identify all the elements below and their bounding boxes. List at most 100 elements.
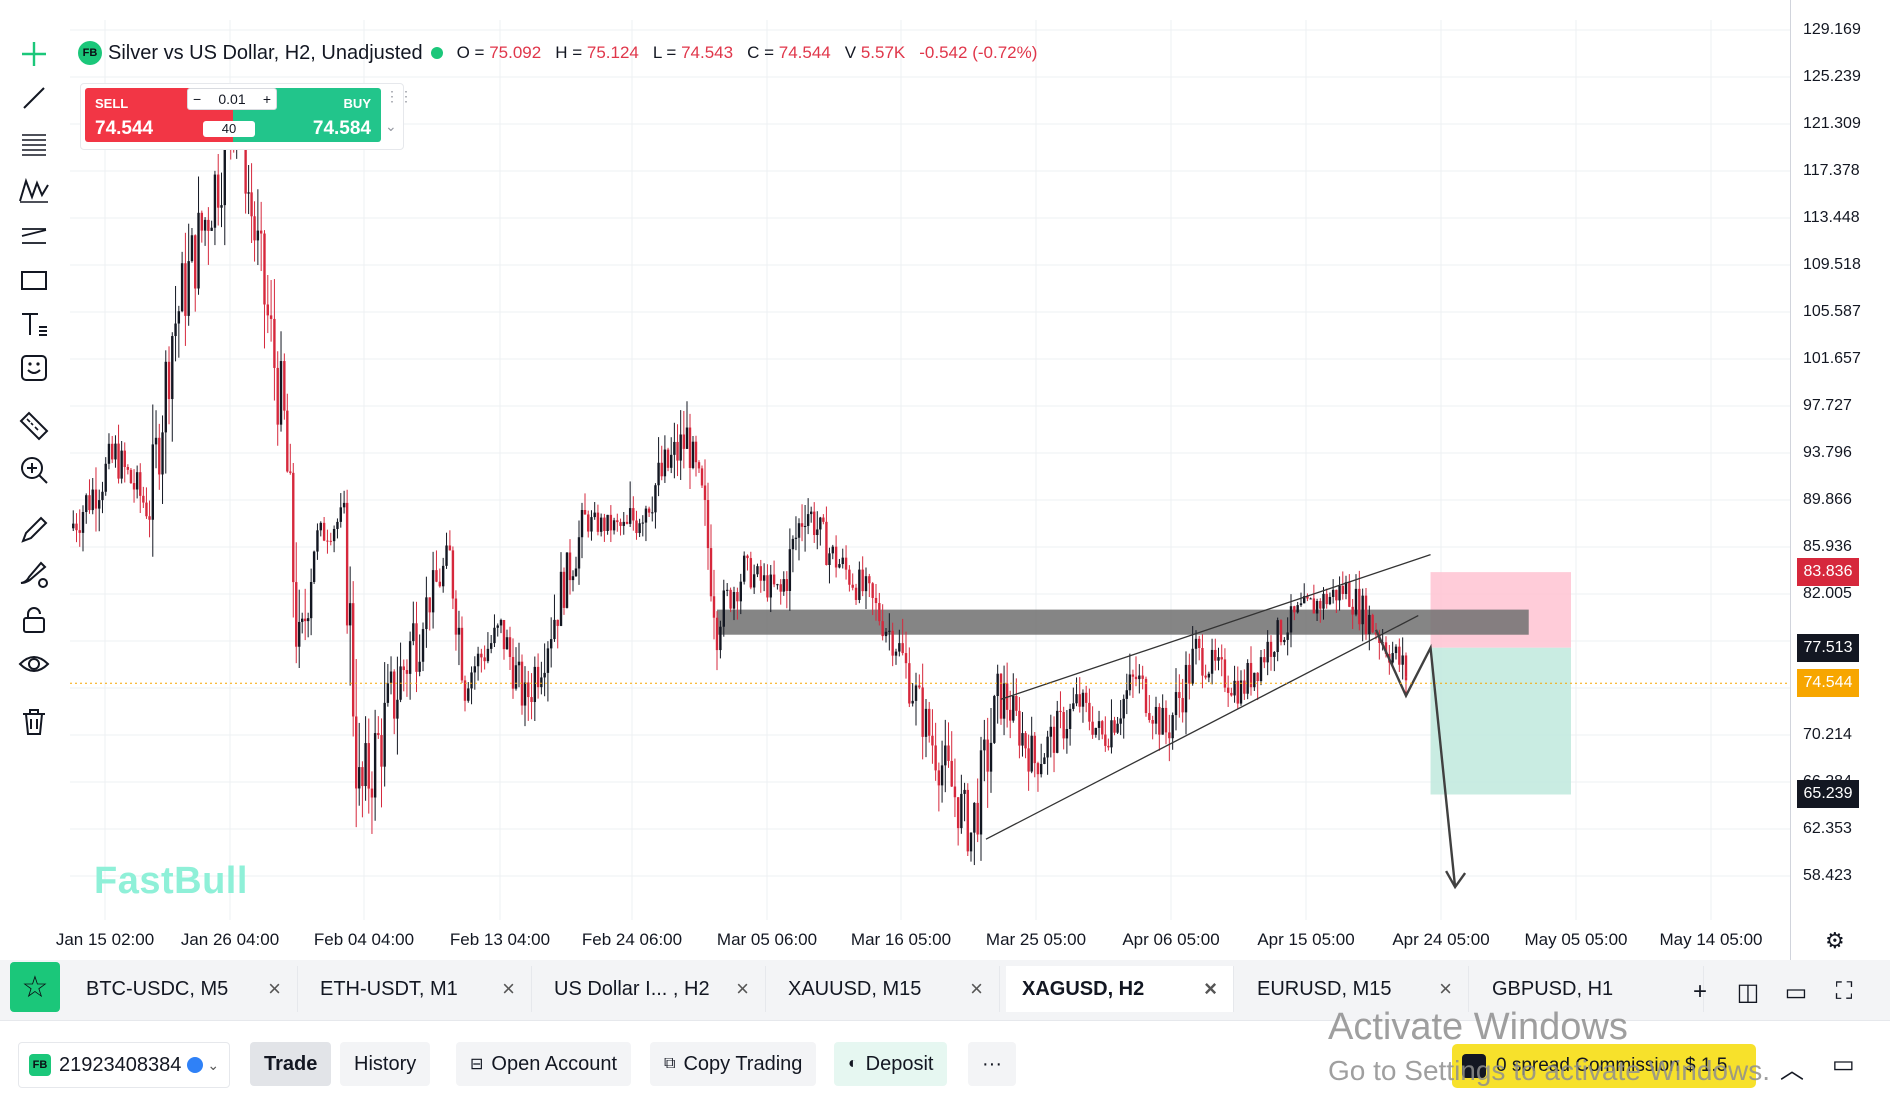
lot-size-stepper[interactable]: − 0.01 + — [187, 88, 277, 110]
open-account-button[interactable]: ⊟ Open Account — [456, 1042, 632, 1086]
close-icon[interactable]: × — [736, 976, 749, 1001]
candle-body — [983, 739, 986, 751]
zoom-icon[interactable] — [14, 450, 54, 490]
paint-icon[interactable] — [14, 554, 54, 594]
add-tab-icon[interactable]: + — [1692, 978, 1707, 1005]
candle-body — [1249, 662, 1253, 688]
candle-body — [593, 512, 596, 518]
rectangle-icon[interactable] — [14, 260, 54, 300]
symbol-tab[interactable]: BTC-USDC, M5 × — [70, 966, 298, 1012]
candle-body — [1052, 726, 1056, 753]
candle-body — [259, 230, 263, 234]
activate-subtitle: Go to Settings to activate Windows. — [1328, 1055, 1770, 1086]
close-icon[interactable]: × — [1439, 976, 1452, 1001]
candle-body — [709, 548, 713, 597]
lot-size-value[interactable]: 0.01 — [218, 91, 246, 107]
candle-body — [283, 361, 286, 411]
candle-body — [1046, 736, 1049, 758]
window-icon[interactable]: ▭ — [1784, 978, 1808, 1006]
candle-body — [612, 520, 616, 531]
candle-body — [963, 789, 966, 794]
deposit-button[interactable]: ◐ Deposit — [834, 1042, 948, 1086]
candle-body — [736, 592, 739, 602]
close-icon[interactable]: × — [502, 976, 515, 1001]
tab-label: GBPUSD, H1 — [1492, 977, 1614, 1000]
history-tab[interactable]: History — [340, 1042, 431, 1086]
candle-body — [831, 546, 834, 554]
candle-body — [247, 192, 250, 194]
candle-body — [319, 522, 322, 531]
price-axis[interactable] — [1790, 0, 1890, 960]
time-axis[interactable]: Jan 15 02:00 Jan 26 04:00 Feb 04 04:00 Feb … — [56, 920, 1790, 960]
eye-icon[interactable] — [14, 644, 54, 684]
account-selector[interactable]: FB 21923408384 ⌄ — [18, 1042, 231, 1088]
symbol-tab[interactable]: US Dollar I... , H2 × — [538, 966, 766, 1012]
crosshair-icon[interactable] — [14, 34, 54, 74]
symbol-tab[interactable]: XAUUSD, M15 × — [772, 966, 1000, 1012]
panel-icon[interactable]: ▭ — [1832, 1051, 1855, 1078]
candle-body — [107, 443, 111, 464]
chevron-down-icon[interactable]: ⌄ — [385, 118, 397, 134]
candle-body — [210, 227, 213, 231]
trend-line-icon[interactable] — [14, 78, 54, 118]
price-marker: 77.513 — [1797, 633, 1859, 662]
symbol-tab[interactable]: ETH-USDT, M1 × — [304, 966, 532, 1012]
symbol-tab[interactable]: EURUSD, M15 × — [1241, 966, 1469, 1012]
caret-up-icon[interactable]: ︿ — [1780, 1057, 1804, 1084]
copy-trading-button[interactable]: ⧉ Copy Trading — [650, 1042, 817, 1086]
candle-body — [1374, 632, 1378, 635]
channel-icon[interactable] — [14, 214, 54, 254]
symbol-tab[interactable]: GBPUSD, H1 — [1476, 966, 1704, 1012]
symbol-tab[interactable]: XAGUSD, H2 × — [1006, 966, 1234, 1012]
candle-body — [441, 565, 445, 587]
close-icon[interactable]: × — [1204, 976, 1217, 1001]
candle-body — [577, 537, 581, 569]
candle-body — [1364, 595, 1368, 635]
candle-body — [171, 336, 174, 400]
text-icon[interactable] — [14, 304, 54, 344]
copy-trading-label: Copy Trading — [683, 1052, 803, 1075]
lot-increase-button[interactable]: + — [262, 91, 271, 107]
fib-icon[interactable] — [14, 124, 54, 164]
candle-body — [1002, 683, 1006, 719]
watchlist-star-icon[interactable]: ☆ — [10, 962, 60, 1012]
candle-body — [966, 789, 969, 852]
lock-icon[interactable] — [14, 600, 54, 640]
candle-body — [838, 564, 841, 568]
ruler-icon[interactable] — [14, 406, 54, 446]
candle-body — [364, 743, 367, 787]
symbol-title[interactable]: Silver vs US Dollar, H2, Unadjusted — [108, 41, 423, 64]
candle-body — [263, 233, 266, 305]
candle-body — [1101, 721, 1104, 735]
trash-icon[interactable] — [14, 702, 54, 742]
candle-body — [1312, 598, 1316, 614]
close-icon[interactable]: × — [268, 976, 281, 1001]
chevron-down-icon: ⌄ — [207, 1056, 220, 1073]
candle-body — [1398, 646, 1401, 665]
emoji-icon[interactable] — [14, 348, 54, 388]
candle-body — [415, 623, 418, 672]
close-icon[interactable]: × — [970, 976, 983, 1001]
candle-body — [553, 619, 556, 640]
candle-body — [496, 625, 499, 628]
candle-body — [1296, 605, 1299, 613]
lot-decrease-button[interactable]: − — [193, 91, 202, 107]
candle-body — [1075, 694, 1078, 704]
fullscreen-icon[interactable]: ⛶ — [1835, 978, 1853, 1005]
candle-body — [960, 793, 963, 829]
candle-body — [355, 716, 358, 789]
more-button[interactable]: ··· — [968, 1042, 1016, 1086]
candle-body — [782, 579, 785, 592]
candle-body — [657, 462, 660, 486]
brush-icon[interactable] — [14, 510, 54, 550]
pattern-icon[interactable] — [14, 170, 54, 210]
candle-body — [476, 653, 480, 667]
take-profit-zone — [1430, 647, 1571, 795]
promo-banner[interactable]: 0 spread Commission $ 1.5 — [1452, 1044, 1756, 1088]
candle-body — [402, 666, 405, 671]
chart-settings-gear-icon[interactable]: ⚙ — [1825, 928, 1845, 953]
drag-handle-icon[interactable]: ⋮⋮ — [385, 88, 413, 104]
layout-icon[interactable]: ◫ — [1736, 978, 1760, 1006]
trade-tab[interactable]: Trade — [250, 1042, 332, 1086]
candle-body — [1315, 601, 1319, 614]
